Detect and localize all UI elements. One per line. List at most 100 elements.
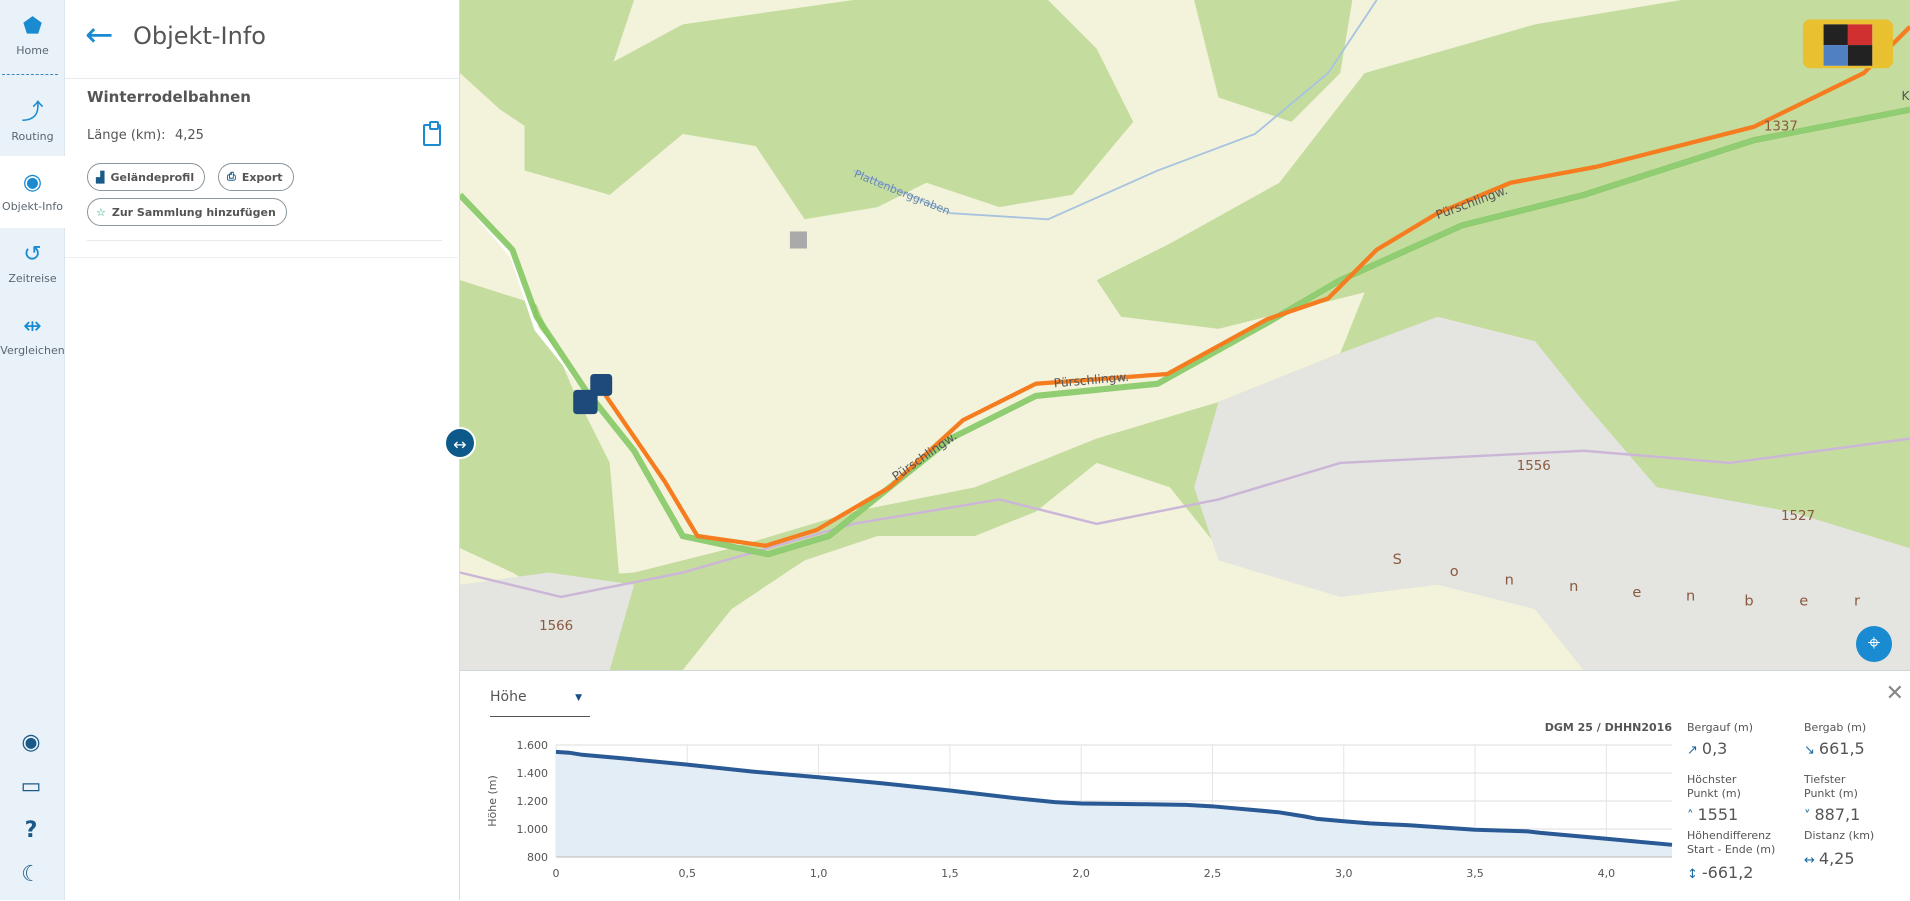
- close-icon[interactable]: ✕: [1885, 681, 1904, 706]
- stat-label: Tiefster Punkt (m): [1804, 773, 1858, 800]
- y-tick-label: 1.000: [517, 823, 549, 836]
- nav-zeitreise[interactable]: ↺ Zeitreise: [0, 228, 65, 300]
- feedback-icon[interactable]: ▭: [20, 774, 42, 799]
- button-label: Geländeprofil: [110, 170, 195, 184]
- export-file-icon: ⎙: [227, 170, 236, 183]
- back-arrow-icon[interactable]: ←: [85, 15, 114, 55]
- nav-label: Home: [16, 44, 49, 57]
- x-tick-label: 2,0: [1072, 867, 1090, 880]
- clipboard-icon[interactable]: [423, 121, 441, 146]
- stat-value: ↘ 661,5: [1804, 739, 1865, 758]
- nav-routing[interactable]: ⤴ Routing: [0, 86, 65, 158]
- user-icon[interactable]: ◉: [21, 730, 41, 755]
- length-value: 4,25: [175, 128, 204, 143]
- area-letter: e: [1799, 592, 1808, 609]
- divider: [87, 240, 442, 241]
- data-source-label: DGM 25 / DHHN2016: [1544, 721, 1672, 734]
- area-letter: b: [1744, 592, 1753, 609]
- peak-label: 1527: [1781, 509, 1815, 524]
- nav-label: Vergleichen: [0, 344, 65, 357]
- vertical-arrows-icon: ↕: [1687, 867, 1698, 882]
- x-tick-label: 0: [553, 867, 560, 880]
- area-letter: o: [1450, 563, 1459, 580]
- x-tick-label: 2,5: [1204, 867, 1222, 880]
- side-nav: ⬟ Home ⤴ Routing ◉ Objekt-Info ↺ Zeitreise ⇹…: [0, 0, 65, 900]
- peak-label: 1337: [1764, 119, 1798, 134]
- area-letter: n: [1569, 578, 1578, 595]
- stat-value: ↗ 0,3: [1687, 739, 1728, 758]
- elevation-line: [555, 749, 1673, 847]
- nav-label: Routing: [11, 130, 54, 143]
- y-tick-label: 1.200: [517, 795, 549, 808]
- export-button[interactable]: ⎙ Export: [218, 163, 294, 191]
- stat-label: Distanz (km): [1804, 829, 1875, 842]
- peak-label: 1566: [539, 619, 573, 634]
- x-tick-label: 4,0: [1598, 867, 1616, 880]
- route-line: [595, 25, 1910, 548]
- profile-type-select[interactable]: Höhe ▼: [490, 689, 590, 717]
- object-name: Winterrodelbahnen: [87, 88, 251, 106]
- nav-home[interactable]: ⬟ Home: [0, 0, 65, 72]
- map-canvas[interactable]: 1337 1556 1527 1566 Plattenberggraben Pü…: [460, 0, 1910, 670]
- button-label: Export: [241, 170, 283, 184]
- x-tick-label: 1,0: [810, 867, 828, 880]
- arrow-down-right-icon: ↘: [1804, 743, 1815, 758]
- nav-objekt-info[interactable]: ◉ Objekt-Info: [0, 156, 65, 228]
- y-tick-label: 800: [527, 851, 548, 864]
- x-tick-label: 3,0: [1335, 867, 1353, 880]
- stat-value: ↕ -661,2: [1687, 863, 1754, 882]
- page-title: Objekt-Info: [133, 22, 266, 50]
- elevation-profile-panel: Höhe ▼ ✕ DGM 25 / DHHN2016 800 1.000 1.200 1…: [460, 670, 1910, 900]
- caret-up-icon: ˄: [1687, 809, 1694, 824]
- road-label: Pürschlingw.: [1053, 370, 1129, 391]
- horizontal-arrows-icon: ↔: [1804, 853, 1815, 868]
- help-icon[interactable]: ?: [24, 818, 38, 843]
- track-line: [460, 106, 1910, 558]
- area-letter: r: [1854, 592, 1860, 609]
- peak-label: 1556: [1517, 459, 1551, 474]
- add-to-collection-button[interactable]: ☆ Zur Sammlung hinzufügen: [87, 198, 287, 226]
- stat-label: Höhendifferenz Start - Ende (m): [1687, 829, 1776, 856]
- stat-label: Höchster Punkt (m): [1687, 773, 1741, 800]
- stat-label: Bergauf (m): [1687, 721, 1754, 734]
- divider: [65, 257, 460, 258]
- terrain-profile-button[interactable]: ▟ Geländeprofil: [87, 163, 206, 191]
- hut-icon: [573, 389, 598, 415]
- compare-icon: ⇹: [23, 314, 42, 339]
- y-tick-label: 1.600: [517, 739, 549, 752]
- x-tick-label: 1,5: [941, 867, 959, 880]
- button-label: Zur Sammlung hinzufügen: [111, 205, 276, 219]
- elevation-chart[interactable]: 800 1.000 1.200 1.400 1.600 0 0,5 1,0 1,5 2,0 2,5 3…: [460, 671, 1680, 901]
- stat-value: ˅ 887,1: [1804, 805, 1861, 824]
- y-tick-label: 1.400: [517, 767, 549, 780]
- landscape-icon: ▟: [96, 170, 105, 184]
- bavaria-coat-of-arms-logo: [1802, 19, 1893, 69]
- x-tick-label: 3,5: [1466, 867, 1484, 880]
- area-letter: n: [1686, 588, 1695, 605]
- stat-label: Bergab (m): [1804, 721, 1867, 734]
- road-label: K: [1901, 89, 1910, 103]
- stat-value: ˄ 1551: [1687, 805, 1739, 824]
- area-letter: e: [1632, 584, 1641, 601]
- nav-label: Objekt-Info: [2, 200, 63, 213]
- bavaria-map-icon: ⬟: [22, 14, 43, 39]
- nav-vergleichen[interactable]: ⇹ Vergleichen: [0, 300, 65, 372]
- select-value: Höhe: [490, 689, 527, 705]
- divider: [65, 78, 460, 79]
- night-mode-icon[interactable]: ☾: [21, 862, 41, 887]
- info-panel: ← Objekt-Info Winterrodelbahnen Länge (k…: [65, 0, 460, 900]
- area-letter: S: [1393, 551, 1402, 568]
- y-axis-title: Höhe (m): [486, 775, 499, 827]
- target-icon: ◉: [22, 170, 43, 195]
- history-icon: ↺: [23, 242, 42, 267]
- x-tick-label: 0,5: [679, 867, 697, 880]
- locate-me-button[interactable]: ⌖: [1856, 626, 1892, 662]
- split-view-handle[interactable]: ↔: [444, 427, 476, 459]
- stat-value: ↔ 4,25: [1804, 849, 1855, 868]
- arrow-up-right-icon: ↗: [1687, 743, 1698, 758]
- routing-icon: ⤴: [21, 100, 44, 125]
- length-label: Länge (km):: [87, 128, 166, 143]
- divider: [2, 74, 58, 75]
- caret-down-icon: ˅: [1804, 809, 1811, 824]
- map-view[interactable]: 1337 1556 1527 1566 Plattenberggraben Pü…: [460, 0, 1910, 670]
